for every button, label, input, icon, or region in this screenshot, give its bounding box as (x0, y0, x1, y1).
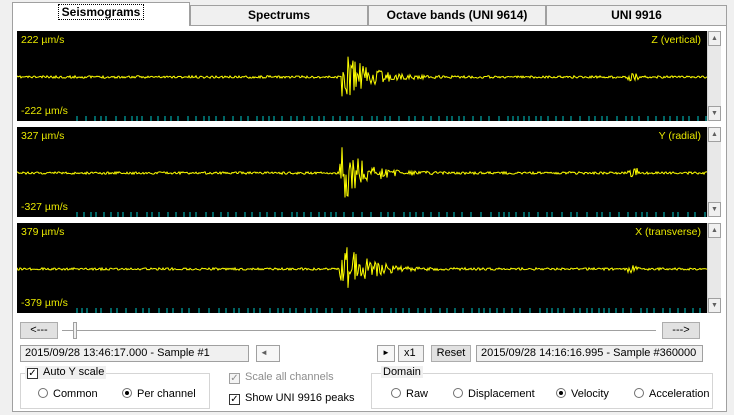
radio-selected-icon[interactable] (122, 388, 132, 398)
tab-label: Octave bands (UNI 9614) (386, 8, 528, 22)
channel-name-label: Z (vertical) (651, 34, 701, 46)
back-button[interactable]: <--- (20, 322, 58, 339)
scroll-down-icon[interactable]: ▼ (708, 298, 721, 313)
scale-all-channels-label: Scale all channels (245, 371, 334, 383)
channel-plot-z[interactable]: 222 µm/s -222 µm/s Z (vertical) (17, 31, 707, 121)
seismic-trace-line (17, 247, 707, 288)
scroll-down-icon[interactable]: ▼ (708, 202, 721, 217)
scale-all-channels-checkbox[interactable]: ✓ Scale all channels (229, 371, 334, 384)
checkbox-checked-icon[interactable]: ✓ (27, 368, 38, 379)
checkbox-checked-icon[interactable]: ✓ (229, 373, 240, 384)
seismogram-trace-x (17, 247, 707, 313)
auto-y-scale-group (20, 373, 210, 409)
tab-label: Spectrums (247, 8, 311, 22)
radio-selected-icon[interactable] (556, 388, 566, 398)
radio-icon[interactable] (634, 388, 644, 398)
scroll-left-icon[interactable]: ◄ (260, 348, 268, 357)
radio-velocity[interactable]: Velocity (556, 388, 609, 400)
radio-raw[interactable]: Raw (391, 388, 428, 400)
seismogram-trace-y (17, 147, 707, 217)
channel-max-label: 327 µm/s (21, 130, 65, 142)
end-time-field: 2015/09/28 14:16:16.995 - Sample #360000 (476, 345, 703, 362)
radio-label: Per channel (137, 388, 196, 400)
time-slider-track[interactable] (62, 330, 656, 331)
scroll-up-icon[interactable]: ▲ (708, 127, 721, 142)
seismic-trace-line (17, 147, 707, 198)
channel-scrollbar-y[interactable]: ▲ ▼ (707, 127, 721, 217)
radio-label: Displacement (468, 388, 535, 400)
scroll-up-icon[interactable]: ▲ (708, 31, 721, 46)
start-time-field: 2015/09/28 13:46:17.000 - Sample #1 (20, 345, 249, 362)
channel-min-label: -222 µm/s (21, 105, 68, 117)
scroll-up-icon[interactable]: ▲ (708, 223, 721, 238)
radio-icon[interactable] (453, 388, 463, 398)
seismic-trace-line (17, 56, 707, 97)
radio-acceleration[interactable]: Acceleration (634, 388, 710, 400)
channel-min-label: -379 µm/s (21, 297, 68, 309)
radio-common[interactable]: Common (38, 388, 98, 400)
reset-button[interactable]: Reset (431, 345, 471, 362)
channel-max-label: 379 µm/s (21, 226, 65, 238)
radio-label: Velocity (571, 388, 609, 400)
tab-uni-9916[interactable]: UNI 9916 (546, 5, 727, 25)
channel-min-label: -327 µm/s (21, 201, 68, 213)
show-peaks-label: Show UNI 9916 peaks (245, 392, 355, 404)
domain-group (371, 373, 713, 409)
zoom-level-field: x1 (398, 345, 424, 362)
channel-plot-y[interactable]: 327 µm/s -327 µm/s Y (radial) (17, 127, 707, 217)
time-slider-thumb[interactable] (73, 322, 77, 339)
radio-label: Acceleration (649, 388, 710, 400)
radio-label: Common (53, 388, 98, 400)
auto-y-scale-label: Auto Y scale (43, 366, 105, 378)
mini-scrollbar[interactable]: ◄ (256, 345, 280, 362)
scroll-down-icon[interactable]: ▼ (708, 106, 721, 121)
channel-name-label: Y (radial) (658, 130, 701, 142)
auto-y-scale-checkbox[interactable]: ✓ Auto Y scale (25, 366, 107, 379)
radio-icon[interactable] (391, 388, 401, 398)
tab-seismograms[interactable]: Seismograms (12, 2, 190, 26)
forward-button[interactable]: ---> (662, 322, 700, 339)
domain-group-title: Domain (381, 366, 423, 378)
tab-spectrums[interactable]: Spectrums (190, 5, 368, 25)
seismogram-trace-z (17, 56, 707, 121)
channel-scrollbar-x[interactable]: ▲ ▼ (707, 223, 721, 313)
channel-plot-x[interactable]: 379 µm/s -379 µm/s X (transverse) (17, 223, 707, 313)
channel-max-label: 222 µm/s (21, 34, 65, 46)
tab-octave-bands[interactable]: Octave bands (UNI 9614) (368, 5, 546, 25)
scroll-right-icon[interactable]: ► (382, 348, 390, 357)
checkbox-checked-icon[interactable]: ✓ (229, 394, 240, 405)
tab-label: Seismograms (57, 4, 145, 20)
scroll-right-box[interactable]: ► (377, 345, 395, 362)
tab-label: UNI 9916 (611, 8, 662, 22)
radio-label: Raw (406, 388, 429, 400)
radio-per-channel[interactable]: Per channel (122, 388, 196, 400)
radio-displacement[interactable]: Displacement (453, 388, 535, 400)
radio-icon[interactable] (38, 388, 48, 398)
show-peaks-checkbox[interactable]: ✓ Show UNI 9916 peaks (229, 392, 354, 405)
channel-name-label: X (transverse) (635, 226, 701, 238)
channel-scrollbar-z[interactable]: ▲ ▼ (707, 31, 721, 121)
